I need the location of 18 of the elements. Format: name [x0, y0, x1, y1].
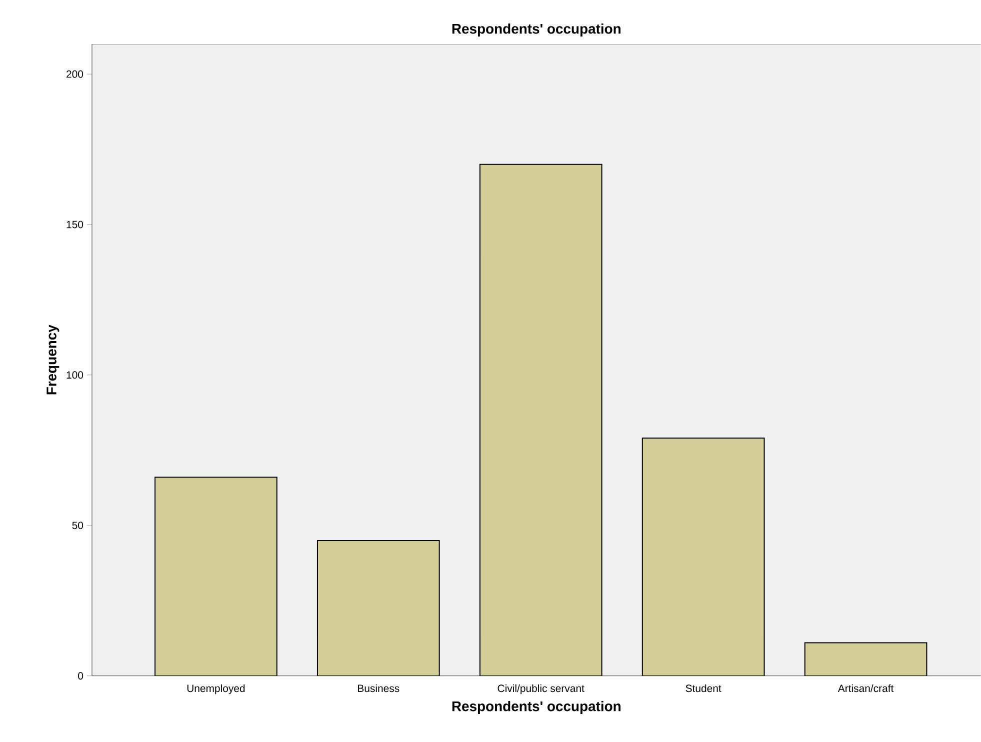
- y-tick-label: 150: [66, 220, 84, 228]
- bar: [804, 642, 928, 676]
- y-tick-label: 50: [72, 522, 84, 530]
- x-tick-label: Student: [686, 684, 722, 692]
- x-tick-label: Unemployed: [187, 684, 245, 694]
- y-axis-title: Frequency: [46, 324, 60, 394]
- x-tick-label: Artisan/craft: [838, 684, 894, 692]
- x-axis-title: Respondents' occupation: [452, 701, 620, 714]
- y-tick-label: 100: [66, 371, 84, 379]
- bar: [154, 476, 278, 676]
- bar: [479, 164, 602, 676]
- y-tick-label: 0: [78, 672, 84, 680]
- x-tick-label: Civil/public servant: [498, 684, 584, 694]
- bar: [642, 438, 765, 676]
- bar: [316, 540, 440, 676]
- chart-title: Respondents' occupation: [452, 24, 620, 37]
- x-tick-label: Business: [358, 684, 400, 692]
- y-tick-label: 200: [66, 70, 84, 78]
